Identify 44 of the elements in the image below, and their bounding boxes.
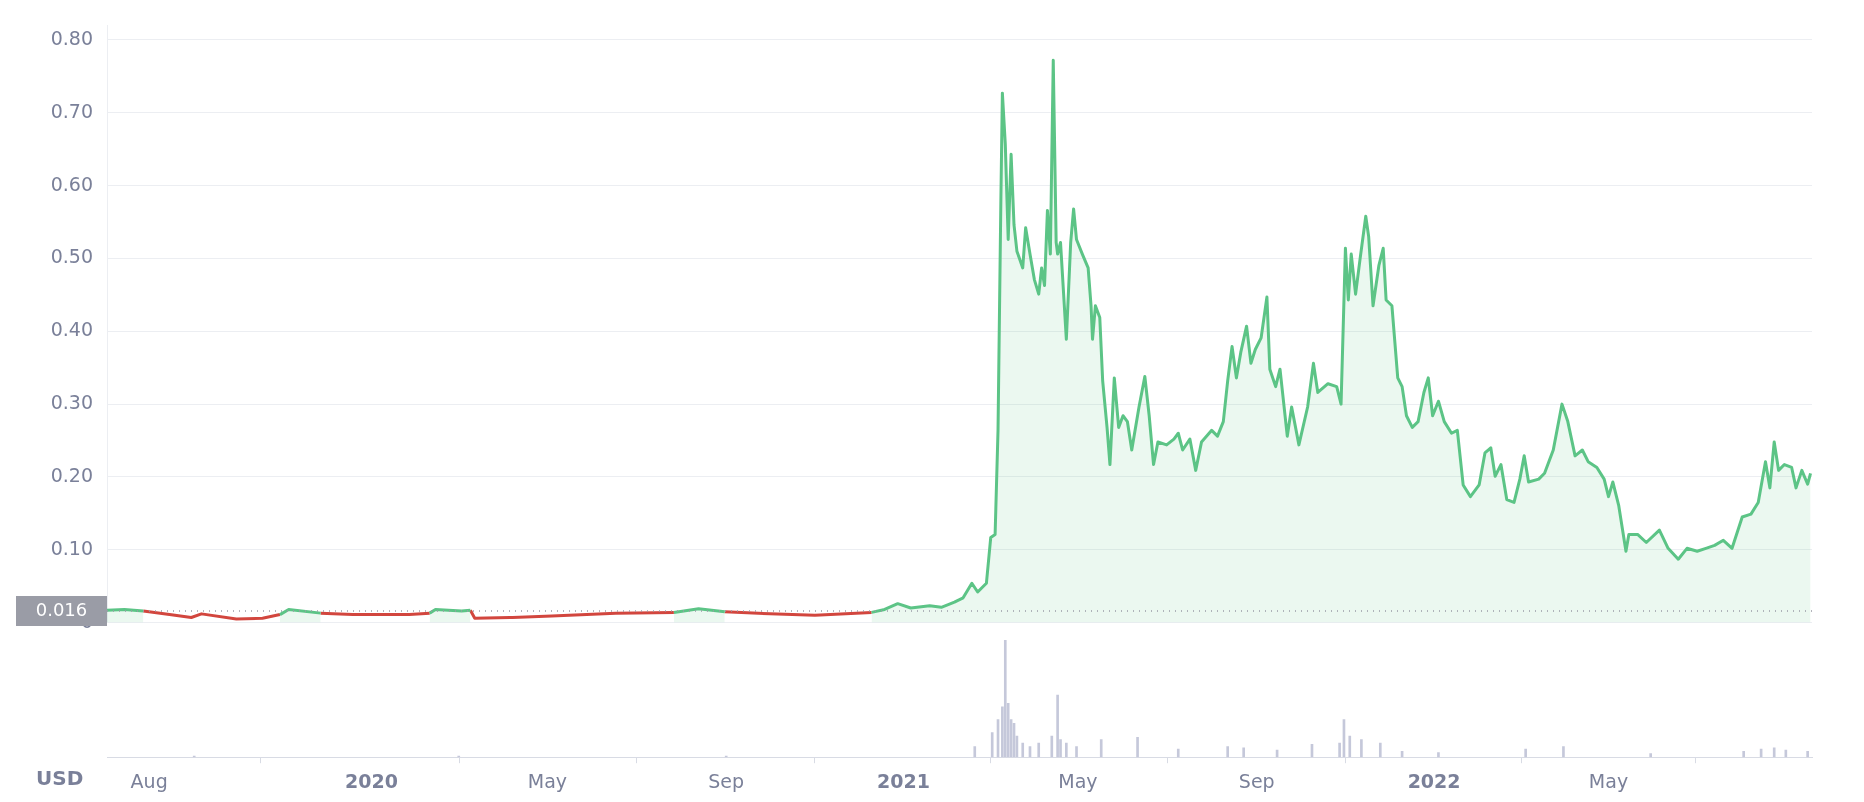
x-tick-label: 2020 (345, 769, 398, 792)
bar (1437, 752, 1440, 758)
bar (990, 732, 994, 758)
x-tick-label: Sep (1238, 769, 1275, 792)
text: USD (36, 766, 84, 790)
y-tick-label: 0.40 (50, 318, 93, 341)
bar (1099, 739, 1103, 758)
y-tick-label: 0.30 (50, 391, 93, 414)
y-tick-label: 0.70 (50, 99, 93, 122)
bar (1649, 753, 1652, 758)
bar (1176, 748, 1180, 758)
bar (1065, 742, 1068, 758)
x-tick-label: May (1588, 769, 1629, 792)
bar (1136, 736, 1139, 758)
x-tick-label: Aug (130, 769, 168, 792)
bar (1226, 746, 1230, 758)
bar (1562, 746, 1565, 758)
x-tick-label: May (1058, 769, 1098, 792)
bar (1075, 746, 1078, 758)
y-tick-label: 0.10 (50, 536, 93, 559)
bar (1003, 640, 1007, 758)
y-tick-label: 0.20 (50, 463, 93, 486)
x-tick-label: Sep (708, 769, 745, 792)
bar (1806, 751, 1809, 758)
y-tick-label: 0.50 (50, 245, 93, 268)
ref-line-label: 0.016 (35, 598, 88, 620)
x-tick-label: May (527, 769, 568, 792)
bar (1772, 747, 1776, 758)
bar (1378, 742, 1382, 758)
bar (1742, 751, 1746, 758)
bar (1050, 735, 1054, 758)
x-tick-label: 2022 (1407, 769, 1461, 792)
y-tick-label: 0.80 (50, 26, 93, 49)
x-tick-label: 2021 (877, 769, 930, 792)
bar (1242, 747, 1245, 758)
bar (1338, 742, 1341, 758)
bar (1524, 748, 1527, 758)
bar (973, 746, 977, 758)
bar (1348, 735, 1352, 758)
bar (1360, 739, 1363, 758)
bar (1056, 694, 1059, 758)
bar (1021, 742, 1025, 758)
y-tick-label: 0.60 (50, 172, 93, 195)
bar (1037, 742, 1041, 758)
